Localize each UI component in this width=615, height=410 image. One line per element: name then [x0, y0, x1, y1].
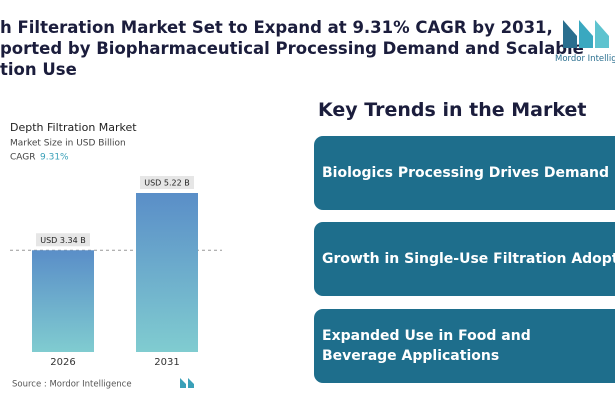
title-line: tion Use: [0, 60, 77, 79]
bar: [136, 193, 198, 352]
bar: [32, 250, 94, 352]
x-tick-label: 2026: [50, 357, 75, 368]
trend-box: Growth in Single-Use Filtration Adoption: [314, 222, 615, 296]
x-tick-label: 2031: [154, 357, 179, 368]
value-label: USD 3.34 B: [40, 236, 85, 245]
title-line: ported by Biopharmaceutical Processing D…: [0, 39, 584, 58]
value-label-bg: [36, 233, 90, 247]
logo: Mordor Intelligence: [555, 16, 615, 64]
logo-mark: [563, 20, 609, 48]
source-logo: [180, 378, 194, 388]
trend-text: Growth in Single-Use Filtration Adoption: [322, 251, 615, 267]
trend-text: Biologics Processing Drives Demand: [322, 165, 610, 181]
value-label-bg: [140, 176, 194, 189]
cagr-value: 9.31%: [40, 153, 69, 163]
trend-text: Expanded Use in Food and Beverage Applic…: [322, 328, 531, 364]
trend-box: Expanded Use in Food and Beverage Applic…: [314, 309, 615, 383]
trends-heading: Key Trends in the Market: [318, 99, 587, 121]
chart: Depth Filtration Market Market Size in U…: [10, 121, 222, 390]
value-label: USD 5.22 B: [144, 179, 189, 188]
trend-box: Biologics Processing Drives Demand: [314, 136, 615, 210]
title-line: h Filteration Market Set to Expand at 9.…: [0, 18, 553, 37]
cagr-label: CAGR: [10, 153, 36, 163]
source: Source : Mordor Intelligence: [12, 380, 132, 390]
chart-title: Depth Filtration Market: [10, 121, 137, 134]
chart-subtitle: Market Size in USD Billion: [10, 139, 126, 149]
logo-text: Mordor Intelligence: [555, 54, 615, 64]
